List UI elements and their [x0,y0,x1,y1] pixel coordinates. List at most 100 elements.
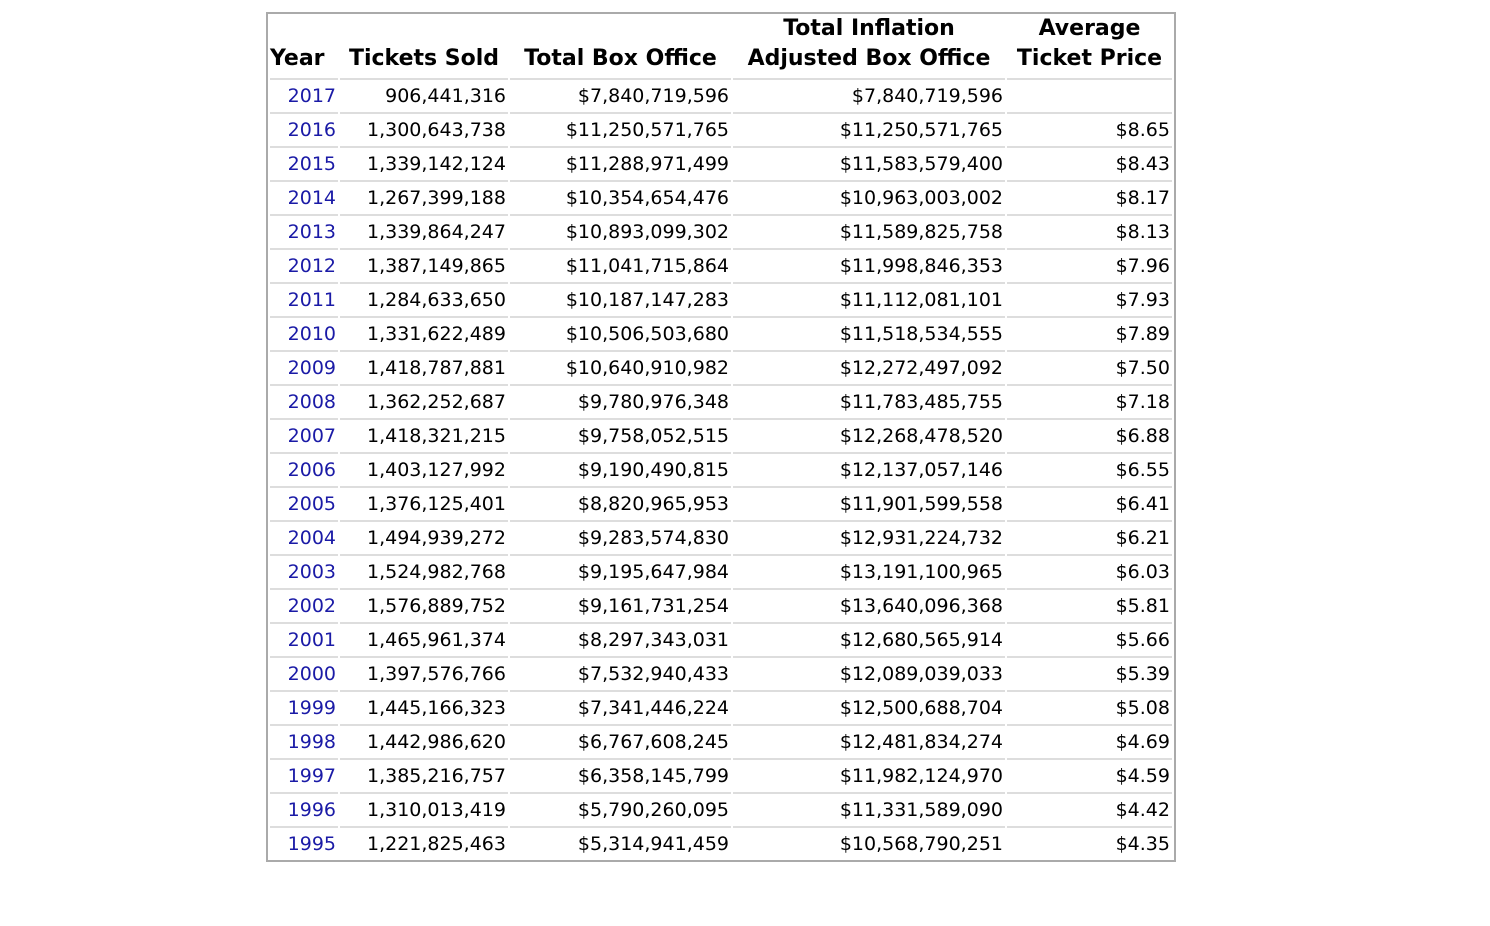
table-row: 2014 1,267,399,188 $10,354,654,476 $10,963,… [270,182,1172,216]
value-cell: $6.03 [1007,556,1172,590]
year-cell: 1995 [270,828,338,860]
year-cell: 2017 [270,80,338,114]
year-link[interactable]: 1998 [287,731,336,753]
value-cell: $10,893,099,302 [510,216,731,250]
value-cell: $12,268,478,520 [733,420,1005,454]
table-row: 2017 906,441,316 $7,840,719,596 $7,840,719,… [270,80,1172,114]
value-cell: $11,901,599,558 [733,488,1005,522]
table-row: 1999 1,445,166,323 $7,341,446,224 $12,500,6… [270,692,1172,726]
value-cell: 1,524,982,768 [340,556,508,590]
value-cell: $5.39 [1007,658,1172,692]
empty-cell [1007,80,1172,114]
table-body: 2017 906,441,316 $7,840,719,596 $7,840,719,… [270,80,1172,860]
value-cell: $11,982,124,970 [733,760,1005,794]
year-cell: 2015 [270,148,338,182]
value-cell: $5.81 [1007,590,1172,624]
value-cell: 1,362,252,687 [340,386,508,420]
year-link[interactable]: 2005 [287,493,336,515]
year-link[interactable]: 2012 [287,255,336,277]
column-header: Tickets Sold [340,14,508,80]
value-cell: $11,998,846,353 [733,250,1005,284]
column-header: Average Ticket Price [1007,14,1172,80]
value-cell: 1,465,961,374 [340,624,508,658]
year-link[interactable]: 2000 [287,663,336,685]
value-cell: $5.08 [1007,692,1172,726]
table-row: 2009 1,418,787,881 $10,640,910,982 $12,272,… [270,352,1172,386]
year-link[interactable]: 2008 [287,391,336,413]
column-header: Total Inflation Adjusted Box Office [733,14,1005,80]
value-cell: $13,640,096,368 [733,590,1005,624]
value-cell: 1,284,633,650 [340,284,508,318]
year-cell: 2006 [270,454,338,488]
year-link[interactable]: 2017 [287,85,336,107]
value-cell: $5.66 [1007,624,1172,658]
year-cell: 2008 [270,386,338,420]
value-cell: $11,331,589,090 [733,794,1005,828]
value-cell: $7,532,940,433 [510,658,731,692]
value-cell: $11,112,081,101 [733,284,1005,318]
table-row: 2012 1,387,149,865 $11,041,715,864 $11,998,… [270,250,1172,284]
table-row: 2000 1,397,576,766 $7,532,940,433 $12,089,0… [270,658,1172,692]
year-cell: 2011 [270,284,338,318]
value-cell: 1,339,864,247 [340,216,508,250]
value-cell: $12,481,834,274 [733,726,1005,760]
value-cell: $6.55 [1007,454,1172,488]
year-link[interactable]: 2006 [287,459,336,481]
value-cell: $6.88 [1007,420,1172,454]
value-cell: 1,442,986,620 [340,726,508,760]
year-link[interactable]: 1999 [287,697,336,719]
year-link[interactable]: 2004 [287,527,336,549]
value-cell: $12,272,497,092 [733,352,1005,386]
value-cell: $8,297,343,031 [510,624,731,658]
table-row: 1997 1,385,216,757 $6,358,145,799 $11,982,1… [270,760,1172,794]
value-cell: $10,187,147,283 [510,284,731,318]
value-cell: $12,931,224,732 [733,522,1005,556]
year-link[interactable]: 2016 [287,119,336,141]
value-cell: 1,418,787,881 [340,352,508,386]
year-link[interactable]: 2002 [287,595,336,617]
column-header: Year [270,14,338,80]
year-link[interactable]: 2015 [287,153,336,175]
year-link[interactable]: 1996 [287,799,336,821]
table-row: 2004 1,494,939,272 $9,283,574,830 $12,931,2… [270,522,1172,556]
year-cell: 2014 [270,182,338,216]
value-cell: $11,518,534,555 [733,318,1005,352]
year-cell: 1996 [270,794,338,828]
value-cell: $12,089,039,033 [733,658,1005,692]
value-cell: $11,041,715,864 [510,250,731,284]
value-cell: 1,376,125,401 [340,488,508,522]
value-cell: $8.13 [1007,216,1172,250]
year-link[interactable]: 2007 [287,425,336,447]
value-cell: 1,221,825,463 [366,833,506,855]
value-cell: $8.65 [1007,114,1172,148]
year-cell: 2004 [270,522,338,556]
year-link[interactable]: 1997 [287,765,336,787]
year-cell: 2012 [270,250,338,284]
value-cell: $6.41 [1007,488,1172,522]
value-cell: $7.18 [1007,386,1172,420]
value-cell: $11,250,571,765 [733,114,1005,148]
table-row: 1996 1,310,013,419 $5,790,260,095 $11,331,5… [270,794,1172,828]
year-cell: 2007 [270,420,338,454]
year-link[interactable]: 2001 [287,629,336,651]
value-cell: $8,820,965,953 [510,488,731,522]
header-row: Year Tickets Sold Total Box Office Total In… [270,14,1172,80]
table-row: 2008 1,362,252,687 $9,780,976,348 $11,783,4… [270,386,1172,420]
year-link[interactable]: 2014 [287,187,336,209]
value-cell: $9,195,647,984 [510,556,731,590]
value-cell: $6.21 [1007,522,1172,556]
year-link[interactable]: 2009 [287,357,336,379]
value-cell: $6,767,608,245 [510,726,731,760]
year-link[interactable]: 2003 [287,561,336,583]
year-link[interactable]: 2011 [287,289,336,311]
year-link[interactable]: 2010 [287,323,336,345]
value-cell: 1,300,643,738 [340,114,508,148]
table-row: 2002 1,576,889,752 $9,161,731,254 $13,640,0… [270,590,1172,624]
value-cell: $7,840,719,596 [510,80,731,114]
year-link[interactable]: 2013 [287,221,336,243]
year-cell: 2009 [270,352,338,386]
year-link[interactable]: 1995 [287,833,336,855]
year-cell: 2010 [270,318,338,352]
value-cell: $9,758,052,515 [510,420,731,454]
value-cell: 1,494,939,272 [340,522,508,556]
